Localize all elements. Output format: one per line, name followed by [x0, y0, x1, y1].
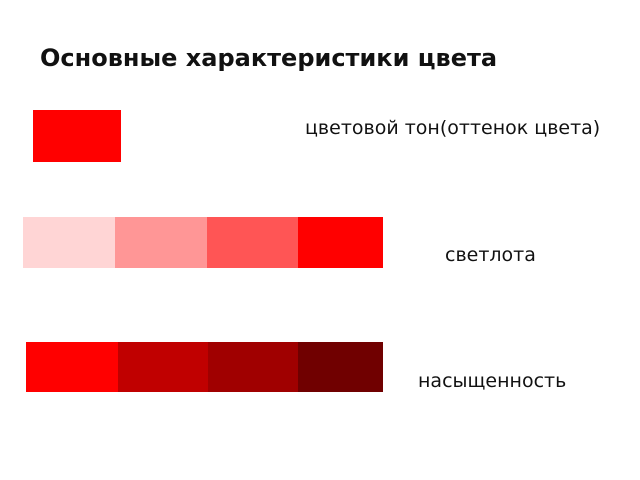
saturation-scale [26, 342, 383, 392]
lightness-scale [23, 217, 383, 268]
hue-label: цветовой тон(оттенок цвета) [305, 117, 600, 139]
swatch [115, 217, 207, 268]
lightness-label: светлота [445, 244, 536, 266]
swatch [208, 342, 298, 392]
swatch [23, 217, 115, 268]
swatch [298, 342, 383, 392]
swatch [26, 342, 118, 392]
swatch [298, 217, 383, 268]
swatch [118, 342, 208, 392]
saturation-label: насыщенность [418, 370, 566, 392]
hue-swatch [33, 110, 121, 162]
slide-title: Основные характеристики цвета [40, 44, 497, 72]
swatch [207, 217, 298, 268]
